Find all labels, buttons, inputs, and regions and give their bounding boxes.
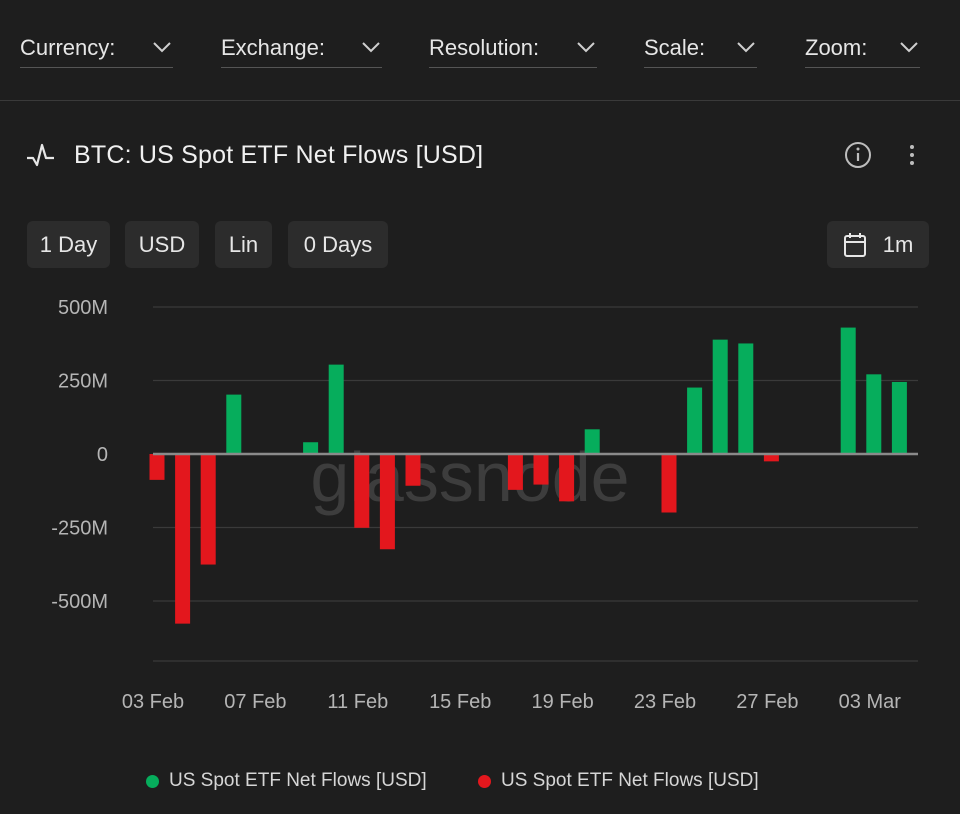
grid-layer: 500M 250M 0 -250M -500M bbox=[51, 297, 918, 662]
legend-label-negative: US Spot ETF Net Flows [USD] bbox=[501, 770, 759, 791]
x-tick-label: 03 Mar bbox=[839, 691, 902, 713]
bar-03-feb[interactable] bbox=[149, 454, 165, 480]
resolution-filter-label: Resolution: bbox=[429, 34, 540, 60]
currency-button[interactable]: USD bbox=[125, 221, 199, 268]
legend-item-positive[interactable]: US Spot ETF Net Flows [USD] bbox=[146, 764, 427, 798]
calendar-icon bbox=[843, 232, 866, 257]
moving-average-button[interactable]: 0 Days bbox=[288, 221, 388, 268]
legend-dot-positive bbox=[146, 774, 159, 788]
legend: US Spot ETF Net Flows [USD] US Spot ETF … bbox=[0, 764, 960, 798]
y-tick-label: -500M bbox=[51, 591, 108, 613]
x-tick-label: 03 Feb bbox=[122, 691, 184, 713]
bar-24-feb[interactable] bbox=[687, 387, 703, 454]
currency-button-label: USD bbox=[138, 231, 186, 257]
chart-title: BTC: US Spot ETF Net Flows [USD] bbox=[74, 140, 484, 169]
exchange-filter[interactable]: Exchange: bbox=[221, 28, 382, 68]
bar-04-mar[interactable] bbox=[891, 381, 907, 454]
filter-bar: Currency: Exchange: Resolution: Scale: Z… bbox=[0, 0, 960, 100]
bar-25-feb[interactable] bbox=[712, 339, 728, 454]
bar-27-feb[interactable] bbox=[763, 454, 779, 462]
x-tick-label: 15 Feb bbox=[429, 691, 491, 713]
chart-header: BTC: US Spot ETF Net Flows [USD] bbox=[26, 135, 934, 175]
x-tick-label: 07 Feb bbox=[224, 691, 286, 713]
bar-04-feb[interactable] bbox=[175, 454, 191, 624]
legend-item-negative[interactable]: US Spot ETF Net Flows [USD] bbox=[478, 764, 759, 798]
resolution-button[interactable]: 1 Day bbox=[27, 221, 110, 268]
legend-dot-negative bbox=[478, 774, 491, 788]
date-range-button[interactable]: 1m bbox=[827, 221, 929, 268]
chevron-down-icon bbox=[362, 41, 380, 52]
bar-03-mar[interactable] bbox=[866, 374, 882, 454]
y-tick-label: 250M bbox=[58, 371, 108, 393]
x-tick-label: 11 Feb bbox=[327, 691, 388, 713]
bar-11-feb[interactable] bbox=[354, 454, 370, 528]
chevron-down-icon bbox=[153, 41, 171, 52]
chevron-down-icon bbox=[577, 41, 595, 52]
bar-10-feb[interactable] bbox=[328, 364, 344, 454]
bar-06-feb[interactable] bbox=[226, 394, 242, 454]
y-tick-label: -250M bbox=[51, 518, 108, 540]
more-vertical-icon[interactable] bbox=[902, 141, 922, 169]
scale-button-label: Lin bbox=[228, 231, 259, 257]
bar-20-feb[interactable] bbox=[584, 429, 600, 454]
bar-12-feb[interactable] bbox=[379, 454, 395, 550]
zoom-filter[interactable]: Zoom: bbox=[805, 28, 920, 68]
bar-19-feb[interactable] bbox=[559, 454, 575, 502]
y-tick-label: 0 bbox=[97, 444, 108, 466]
x-axis: 03 Feb 07 Feb 11 Feb 15 Feb 19 Feb 23 Feb 27 F… bbox=[122, 691, 901, 713]
bar-02-mar[interactable] bbox=[840, 327, 856, 454]
bar-09-feb[interactable] bbox=[303, 442, 319, 454]
scale-filter[interactable]: Scale: bbox=[644, 28, 757, 68]
header-divider bbox=[0, 100, 960, 101]
x-tick-label: 23 Feb bbox=[634, 691, 696, 713]
bar-17-feb[interactable] bbox=[507, 454, 523, 490]
bar-13-feb[interactable] bbox=[405, 454, 421, 486]
bar-18-feb[interactable] bbox=[533, 454, 549, 485]
x-tick-label: 27 Feb bbox=[736, 691, 798, 713]
bar-05-feb[interactable] bbox=[200, 454, 216, 565]
legend-label-positive: US Spot ETF Net Flows [USD] bbox=[169, 770, 427, 791]
bars-layer bbox=[149, 327, 918, 624]
bar-26-feb[interactable] bbox=[738, 343, 754, 454]
bar-23-feb[interactable] bbox=[661, 454, 677, 513]
scale-button[interactable]: Lin bbox=[215, 221, 272, 268]
y-tick-label: 500M bbox=[58, 297, 108, 319]
exchange-filter-label: Exchange: bbox=[221, 34, 325, 60]
scale-filter-label: Scale: bbox=[644, 34, 706, 60]
resolution-button-label: 1 Day bbox=[39, 231, 98, 257]
moving-average-button-label: 0 Days bbox=[303, 231, 373, 257]
info-icon[interactable] bbox=[844, 141, 872, 169]
x-tick-label: 19 Feb bbox=[531, 691, 593, 713]
resolution-filter[interactable]: Resolution: bbox=[429, 28, 597, 68]
chevron-down-icon bbox=[737, 41, 755, 52]
currency-filter-label: Currency: bbox=[20, 34, 116, 60]
date-range-label: 1m bbox=[882, 231, 914, 257]
zoom-filter-label: Zoom: bbox=[805, 34, 868, 60]
pulse-icon bbox=[27, 143, 54, 167]
currency-filter[interactable]: Currency: bbox=[20, 28, 173, 68]
chevron-down-icon bbox=[900, 41, 918, 52]
